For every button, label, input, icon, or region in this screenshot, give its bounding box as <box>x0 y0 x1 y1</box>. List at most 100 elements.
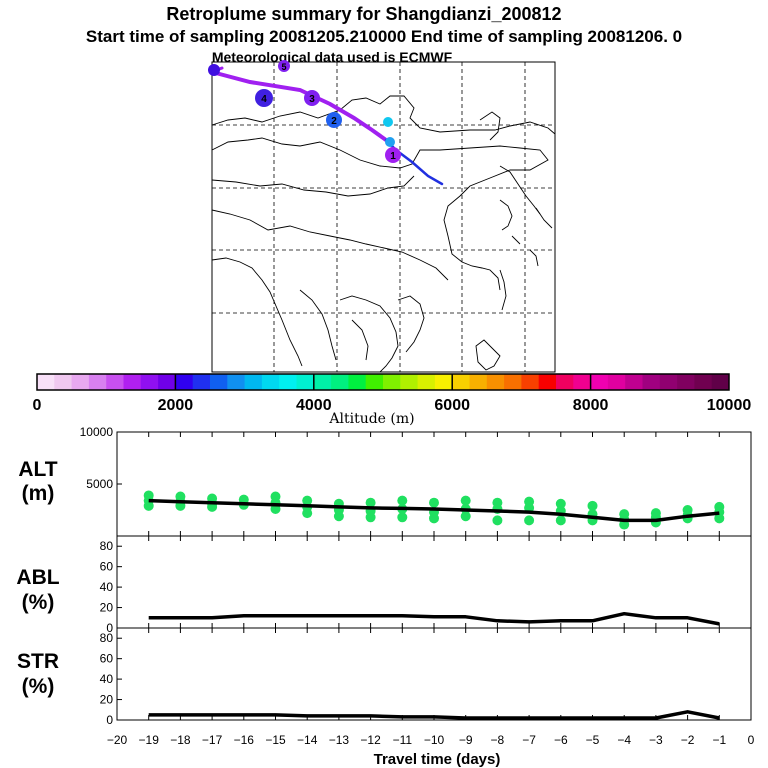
colorbar-swatch <box>556 374 574 390</box>
x-tick-label: −8 <box>491 733 505 747</box>
panel-frame <box>116 535 752 629</box>
colorbar-swatch <box>192 374 211 390</box>
x-tick-label: −14 <box>297 733 318 747</box>
trajectory-marker <box>385 137 395 147</box>
altitude-point <box>143 500 154 511</box>
colorbar-swatch <box>417 374 436 390</box>
altitude-point <box>587 500 598 511</box>
colorbar-tick-label: 0 <box>33 397 42 414</box>
x-tick-label: −15 <box>265 733 286 747</box>
colorbar-tick-label: 6000 <box>434 397 470 414</box>
colorbar-swatch <box>694 374 713 390</box>
x-tick-label: −3 <box>649 733 663 747</box>
colorbar-swatch <box>296 374 315 390</box>
colorbar-swatch <box>383 374 401 390</box>
trajectory-label: 5 <box>281 62 286 72</box>
altitude-point <box>460 511 471 522</box>
x-tick-label: 0 <box>748 733 755 747</box>
str-series-line <box>148 710 720 720</box>
y-tick-label: 5000 <box>86 477 113 491</box>
y-tick-label: 60 <box>100 652 114 666</box>
x-tick-label: −10 <box>424 733 445 747</box>
colorbar-swatch <box>659 374 678 390</box>
x-tick-label: −17 <box>202 733 223 747</box>
colorbar-swatch <box>642 374 661 390</box>
colorbar-swatch <box>348 374 367 390</box>
colorbar-swatch <box>279 374 297 390</box>
trajectory-label: 1 <box>390 151 396 162</box>
altitude-point <box>333 511 344 522</box>
colorbar-swatch <box>123 374 142 390</box>
y-tick-label: 10000 <box>80 425 114 439</box>
colorbar-swatch <box>106 374 124 390</box>
trajectory-marker <box>383 117 393 127</box>
alt-panel: 5000 10000 <box>80 425 752 537</box>
y-tick-label: 0 <box>106 713 113 727</box>
abl-panel: 0 20 40 60 80 <box>100 535 752 635</box>
trajectory-markers: 1 2 3 4 5 <box>208 60 401 163</box>
colorbar-swatch <box>227 374 245 390</box>
colorbar-label: Altitude (m) <box>328 411 414 427</box>
colorbar-swatch <box>210 374 228 390</box>
colorbar-swatch <box>452 374 470 390</box>
altitude-point <box>555 515 566 526</box>
y-tick-label: 20 <box>100 693 114 707</box>
colorbar-swatch <box>71 374 90 390</box>
colorbar-swatch <box>469 374 488 390</box>
trajectory-label: 4 <box>261 94 267 105</box>
y-tick-label: 40 <box>100 580 114 594</box>
altitude-point <box>524 515 535 526</box>
colorbar-swatch <box>37 374 55 390</box>
x-tick-label: −16 <box>234 733 255 747</box>
colorbar-swatch <box>158 374 176 390</box>
altitude-point <box>460 495 471 506</box>
altitude-point <box>365 512 376 523</box>
x-tick-label: −12 <box>360 733 381 747</box>
map-coastlines <box>211 95 556 373</box>
altitude-point <box>714 513 725 524</box>
colorbar-tick-label: 8000 <box>573 397 609 414</box>
altitude-point <box>302 508 313 519</box>
abl-panel-label: ABL <box>16 566 59 589</box>
colorbar-swatch <box>400 374 418 390</box>
y-tick-label: 20 <box>100 601 114 615</box>
colorbar-swatch <box>331 374 349 390</box>
altitude-point <box>365 497 376 508</box>
colorbar-swatch <box>590 374 609 390</box>
x-tick-label: −9 <box>459 733 473 747</box>
colorbar-swatch <box>140 374 159 390</box>
colorbar-swatch <box>677 374 695 390</box>
abl-panel-unit: (%) <box>22 591 55 614</box>
altitude-point <box>555 498 566 509</box>
colorbar-tick-label: 4000 <box>296 397 332 414</box>
colorbar-frame <box>36 373 730 391</box>
trajectory-marker <box>278 60 290 72</box>
sampling-times: Start time of sampling 20081205.210000 E… <box>86 27 682 46</box>
str-panel-unit: (%) <box>22 675 55 698</box>
y-tick-label: 0 <box>106 621 113 635</box>
colorbar-swatch <box>175 374 194 390</box>
colorbar <box>36 373 730 391</box>
met-data-line: Meteorological data used is ECMWF <box>212 49 453 65</box>
x-tick-label: −18 <box>170 733 191 747</box>
y-tick-label: 80 <box>100 631 114 645</box>
trajectory-marker <box>208 64 220 76</box>
x-tick-label: −2 <box>681 733 695 747</box>
altitude-point <box>492 515 503 526</box>
alt-panel-unit: (m) <box>22 482 55 505</box>
x-tick-label: −20 <box>107 733 128 747</box>
str-panel-label: STR <box>17 650 59 673</box>
y-tick-label: 80 <box>100 539 114 553</box>
colorbar-swatch <box>573 374 591 390</box>
abl-series-line <box>148 611 720 626</box>
x-tick-label: −13 <box>329 733 350 747</box>
colorbar-swatch <box>486 374 505 390</box>
trajectory-label: 2 <box>331 116 337 127</box>
colorbar-swatch <box>521 374 540 390</box>
colorbar-swatch <box>504 374 522 390</box>
alt-series-line <box>148 498 720 523</box>
colorbar-tick-label: 10000 <box>707 397 752 414</box>
map-panel: 1 2 3 4 5 <box>208 60 556 373</box>
trajectory-marker <box>385 147 401 163</box>
